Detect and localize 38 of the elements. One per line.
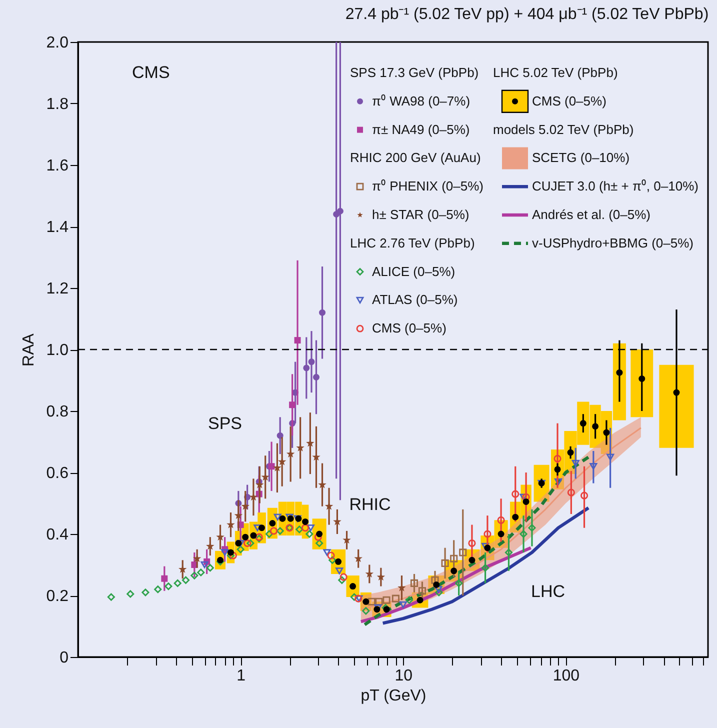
y-tick-label: 1.4 [46, 219, 69, 236]
legend-label: CMS (0–5%) [532, 93, 606, 108]
legend-label: π⁰ WA98 (0–7%) [372, 93, 470, 108]
annotation: RHIC 200 GeV (AuAu) [350, 150, 481, 166]
annotation: LHC 2.76 TeV (PbPb) [350, 235, 475, 250]
annotation: models 5.02 TeV (PbPb) [493, 122, 634, 137]
y-tick-label: 1.6 [46, 158, 69, 174]
annotation: LHC [530, 582, 566, 601]
legend-label: CUJET 3.0 (h± + π⁰, 0–10%) [532, 178, 698, 194]
legend-label: v-USPhydro+BBMG (0–5%) [532, 235, 694, 250]
legend-label: ALICE (0–5%) [372, 264, 456, 279]
y-tick-label: 1.2 [46, 280, 69, 298]
legend-label: π± NA49 (0–5%) [372, 122, 470, 137]
legend-label: h± STAR (0–5%) [372, 207, 470, 222]
y-tick-label: 1.0 [46, 342, 69, 359]
chart-title: 27.4 pb⁻¹ (5.02 TeV pp) + 404 μb⁻¹ (5.02 TeV PbPb) [345, 6, 709, 23]
annotation: SPS 17.3 GeV (PbPb) [350, 65, 479, 80]
y-tick-label: 0.4 [46, 526, 69, 544]
annotation: LHC 5.02 TeV (PbPb) [493, 65, 618, 80]
legend-label: SCETG (0–10%) [532, 150, 630, 166]
y-tick-label: 0 [60, 650, 69, 666]
legend-label: Andrés et al. (0–5%) [532, 207, 651, 222]
x-axis-title: pT (GeV) [360, 688, 426, 704]
y-tick-label: 0.8 [46, 404, 69, 420]
x-tick-label: 10 [394, 668, 413, 684]
legend-label: CMS (0–5%) [372, 320, 446, 336]
x-tick-label: 1 [236, 668, 246, 684]
y-tick-label: 2.0 [46, 34, 69, 52]
annotation: SPS [208, 414, 242, 433]
annotation: RHIC [349, 495, 391, 514]
y-axis-title: RAA [20, 333, 38, 366]
y-tick-label: 0.6 [46, 465, 69, 482]
y-tick-label: 1.8 [46, 96, 69, 113]
legend-label: ATLAS (0–5%) [372, 292, 458, 308]
legend-label: π⁰ PHENIX (0–5%) [372, 178, 484, 194]
y-tick-label: 0.2 [46, 588, 69, 605]
annotation: CMS [132, 63, 170, 82]
x-tick-label: 100 [552, 668, 580, 684]
